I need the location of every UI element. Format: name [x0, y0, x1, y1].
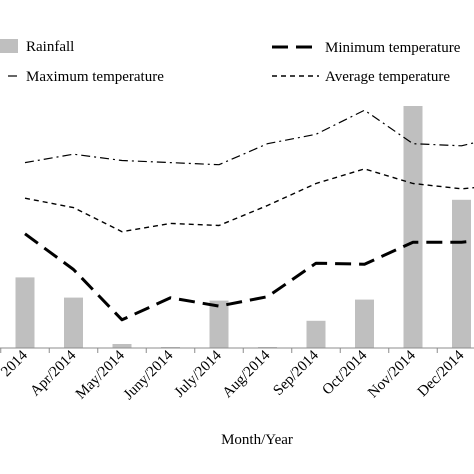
x-tick-label: 2014 [0, 347, 31, 380]
x-tick-label: Oct/2014 [320, 347, 371, 398]
rainfall-bar [403, 106, 423, 348]
series-line-minimum-temperature [24, 232, 474, 322]
x-tick-label: July/2014 [172, 347, 226, 401]
legend-swatch-rainfall [0, 39, 18, 53]
legend-label: Rainfall [26, 39, 74, 55]
x-axis-ticks: 2014Apr/2014May/2014Juny/2014July/2014Au… [0, 347, 468, 403]
legend-label: Average temperature [325, 69, 450, 85]
rainfall-bar [209, 300, 229, 348]
x-axis-title: Month/Year [221, 432, 293, 448]
series-line-average-temperature [24, 168, 474, 233]
rainfall-bar [452, 199, 471, 348]
rainfall-bar [306, 320, 326, 348]
rainfall-bars [15, 106, 471, 348]
x-tick-label: Aug/2014 [220, 347, 274, 401]
rainfall-bar [64, 297, 83, 348]
x-tick-label: May/2014 [73, 347, 128, 402]
x-tick-label: Nov/2014 [365, 347, 419, 401]
rainfall-bar [15, 277, 35, 348]
x-tick-label: Dec/2014 [415, 347, 468, 400]
x-tick-label: Apr/2014 [27, 347, 79, 399]
legend: Rainfall Minimum temperature Maximum tempe… [0, 39, 461, 85]
series-line-maximum-temperature [24, 109, 474, 166]
rainfall-bar [355, 299, 374, 348]
x-tick-label: Sep/2014 [270, 347, 322, 399]
temperature-lines [24, 109, 474, 322]
x-tick-label: Juny/2014 [121, 347, 177, 403]
legend-label: Maximum temperature [26, 69, 164, 85]
rainfall-bar [112, 344, 132, 348]
legend-label: Minimum temperature [325, 40, 461, 56]
